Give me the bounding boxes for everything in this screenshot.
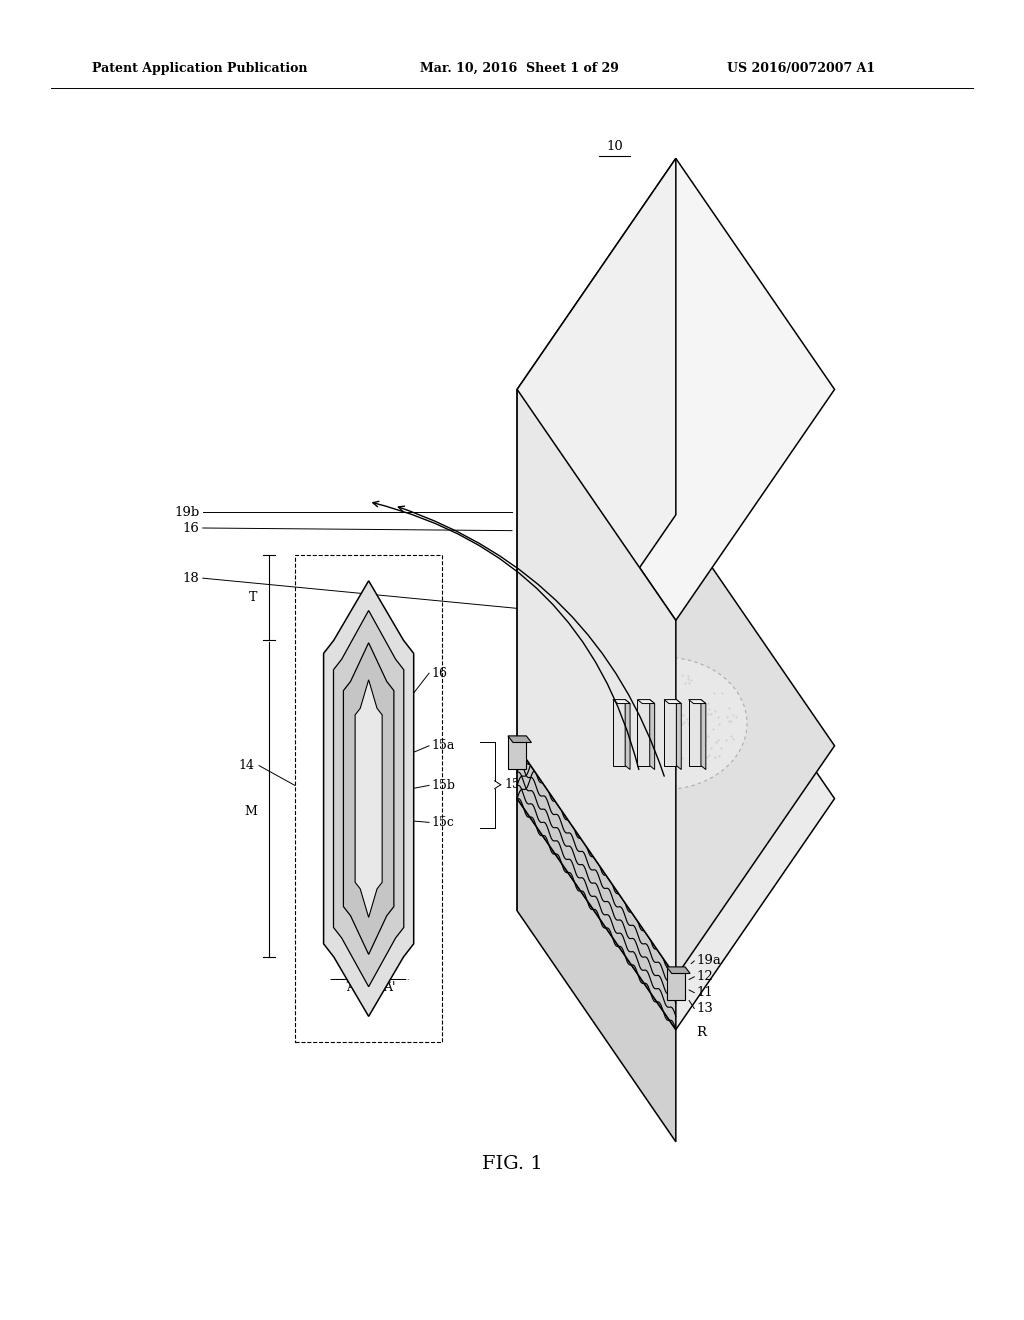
Text: 16: 16 — [431, 667, 447, 680]
Polygon shape — [625, 700, 630, 770]
Polygon shape — [688, 700, 700, 766]
Polygon shape — [667, 966, 685, 1001]
Polygon shape — [508, 737, 526, 768]
Polygon shape — [343, 643, 394, 954]
Polygon shape — [517, 515, 676, 799]
Polygon shape — [637, 700, 654, 704]
Text: 15b: 15b — [431, 779, 455, 792]
Text: Patent Application Publication: Patent Application Publication — [92, 62, 307, 75]
Text: 12: 12 — [696, 970, 713, 983]
Polygon shape — [517, 158, 835, 620]
Polygon shape — [508, 737, 531, 742]
Polygon shape — [700, 700, 706, 770]
Text: 15a: 15a — [431, 739, 455, 752]
Polygon shape — [517, 158, 676, 746]
Text: Mar. 10, 2016  Sheet 1 of 29: Mar. 10, 2016 Sheet 1 of 29 — [420, 62, 618, 75]
Text: 13: 13 — [696, 1002, 713, 1015]
Polygon shape — [517, 515, 835, 977]
Text: T: T — [249, 591, 257, 605]
Polygon shape — [517, 746, 676, 1030]
Text: A: A — [346, 981, 354, 994]
Text: 19b: 19b — [174, 506, 200, 519]
Text: 19a: 19a — [696, 954, 721, 968]
Polygon shape — [688, 700, 706, 704]
Polygon shape — [355, 680, 382, 917]
Polygon shape — [334, 610, 403, 987]
Polygon shape — [637, 700, 649, 766]
Polygon shape — [612, 700, 625, 766]
Text: US 2016/0072007 A1: US 2016/0072007 A1 — [727, 62, 876, 75]
Text: 16(15): 16(15) — [626, 832, 670, 845]
Polygon shape — [664, 700, 676, 766]
Text: 15: 15 — [505, 779, 521, 791]
Text: R: R — [696, 1026, 707, 1039]
Text: 11: 11 — [696, 986, 713, 999]
Ellipse shape — [584, 657, 746, 789]
Polygon shape — [612, 700, 630, 704]
Polygon shape — [517, 799, 676, 1142]
Polygon shape — [324, 581, 414, 1016]
Text: 18: 18 — [183, 572, 200, 585]
Text: 16: 16 — [183, 521, 200, 535]
Text: A': A' — [383, 981, 395, 994]
Polygon shape — [517, 389, 676, 977]
Text: 14: 14 — [238, 759, 254, 772]
Polygon shape — [517, 568, 676, 911]
Polygon shape — [649, 700, 654, 770]
Polygon shape — [676, 700, 681, 770]
Polygon shape — [667, 966, 690, 974]
Text: 10: 10 — [606, 140, 623, 153]
Polygon shape — [664, 700, 681, 704]
Text: 15c: 15c — [431, 816, 454, 829]
Text: M: M — [244, 805, 257, 818]
Text: FIG. 1: FIG. 1 — [481, 1155, 543, 1173]
Polygon shape — [517, 568, 835, 1030]
